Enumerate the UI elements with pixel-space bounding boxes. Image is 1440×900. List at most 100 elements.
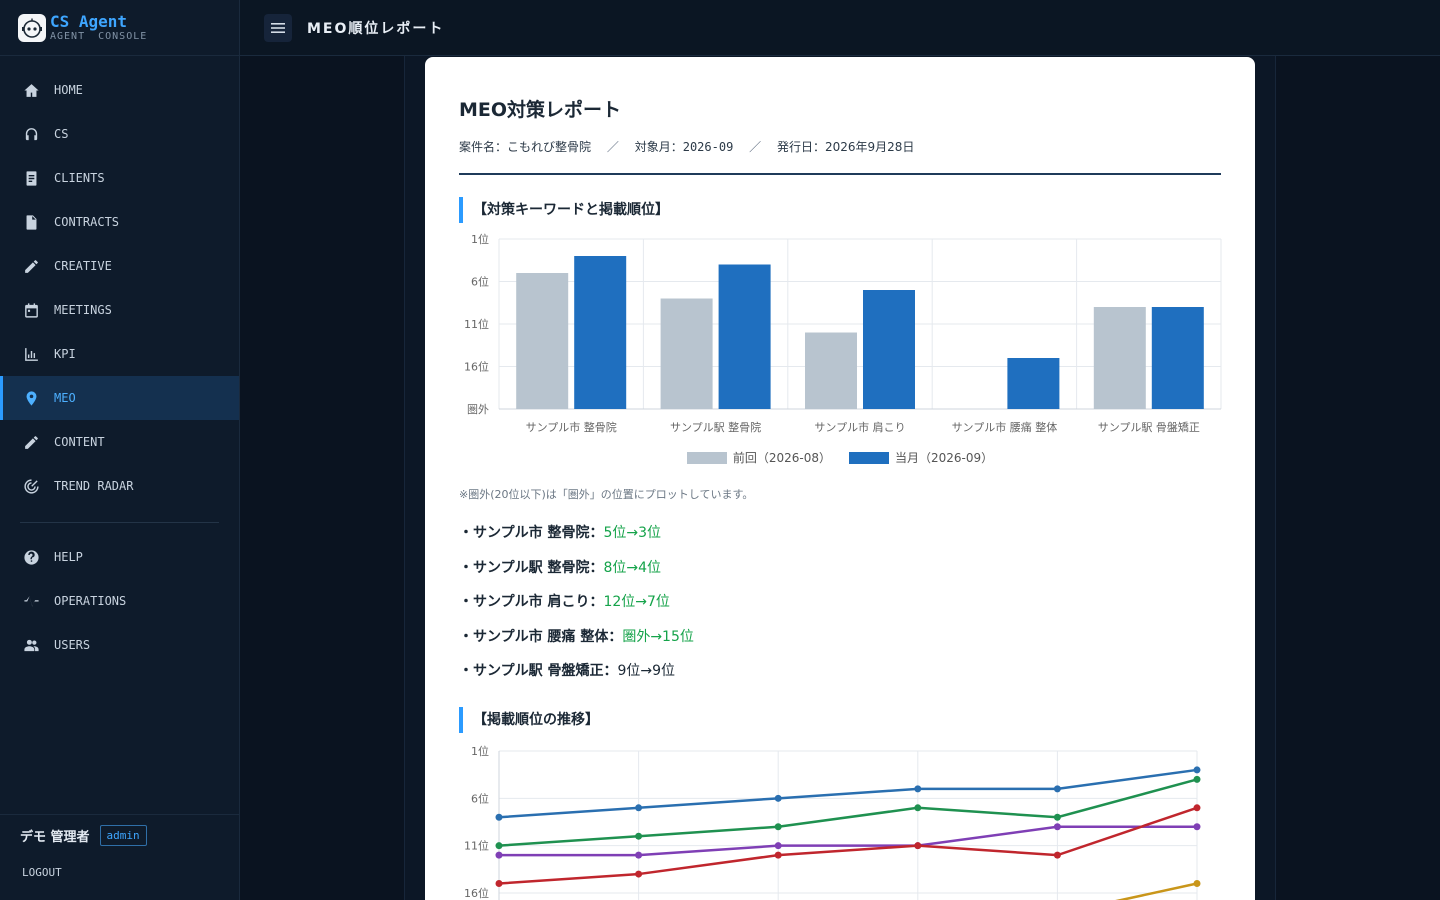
data-point — [774, 822, 782, 830]
x-tick-label: サンプル駅 整骨院 — [670, 420, 761, 434]
data-point — [914, 803, 922, 811]
keyword-name: ・サンプル市 整骨院： — [459, 525, 604, 541]
hamburger-icon — [271, 22, 285, 33]
sidebar-item-creative[interactable]: CREATIVE — [0, 244, 239, 288]
sidebar-item-clients[interactable]: CLIENTS — [0, 156, 239, 200]
bar-current — [574, 256, 627, 409]
bar-current — [863, 290, 915, 409]
top-header: MEO順位レポート — [240, 0, 1440, 56]
keyword-name: ・サンプル市 肩こり： — [459, 594, 604, 610]
legend-swatch — [849, 451, 889, 464]
legend-item-previous[interactable]: 前回（2026-08） — [686, 449, 831, 466]
brand-name: CS Agent — [50, 11, 128, 31]
y-tick-label: 6位 — [471, 275, 489, 289]
sidebar-item-users[interactable]: USERS — [0, 623, 239, 667]
sidebar-item-label: CONTENT — [54, 435, 105, 449]
section-heading-trend: 【掲載順位の推移】 — [459, 706, 1221, 733]
clipboard-icon — [22, 169, 40, 187]
data-point — [1193, 775, 1201, 783]
x-tick-label: サンプル市 肩こり — [814, 420, 905, 434]
brand[interactable]: CS Agent AGENT CONSOLE — [0, 0, 239, 56]
home-icon — [22, 81, 40, 99]
y-tick-label: 1位 — [471, 744, 489, 758]
issued-label: 発行日： — [776, 140, 825, 154]
data-point — [1053, 822, 1061, 830]
users-icon — [22, 636, 40, 654]
sidebar-item-kpi[interactable]: KPI — [0, 332, 239, 376]
data-point — [1193, 803, 1201, 811]
nav-divider — [20, 522, 219, 523]
data-point — [635, 870, 643, 878]
data-point — [914, 784, 922, 792]
sidebar-item-label: MEETINGS — [54, 303, 112, 317]
sidebar-item-meetings[interactable]: MEETINGS — [0, 288, 239, 332]
sidebar-item-label: TREND RADAR — [54, 479, 134, 493]
sidebar-item-label: CONTRACTS — [54, 215, 120, 229]
sidebar-item-help[interactable]: HELP — [0, 535, 239, 579]
keyword-name: ・サンプル市 腰痛 整体： — [459, 628, 623, 645]
client-label: 案件名： — [459, 140, 508, 154]
data-point — [635, 832, 643, 840]
user-name: デモ 管理者 — [20, 830, 90, 845]
keyword-item: ・サンプル市 肩こり：12位→7位 — [459, 585, 1221, 620]
sidebar-item-label: KPI — [54, 347, 76, 361]
bar-previous — [516, 273, 569, 409]
chart-legend: 前回（2026-08） 当月（2026-09） — [459, 449, 1221, 466]
series-line — [498, 806, 1198, 885]
pencil-icon — [22, 433, 40, 451]
rank-change: 圏外→15位 — [622, 628, 694, 645]
legend-label: 当月（2026-09） — [895, 451, 994, 465]
sidebar: CS Agent AGENT CONSOLE HOME CS CLIENTS C… — [0, 0, 240, 900]
report-title: MEO対策レポート — [459, 99, 622, 121]
sidebar-item-label: HELP — [54, 550, 83, 564]
issued-date: 2026年9月28日 — [824, 140, 915, 154]
data-point — [774, 851, 782, 859]
month-label: 対象月： — [634, 140, 683, 154]
data-point — [635, 803, 643, 811]
headset-icon — [22, 125, 40, 143]
sidebar-item-meo[interactable]: MEO — [0, 376, 239, 420]
data-point — [1193, 765, 1201, 773]
sidebar-item-label: HOME — [54, 83, 83, 97]
data-point — [635, 851, 643, 859]
meta-separator: ／ — [606, 140, 619, 154]
sidebar-item-contracts[interactable]: CONTRACTS — [0, 200, 239, 244]
data-point — [495, 841, 503, 849]
rank-change: 12位→7位 — [603, 594, 670, 610]
legend-item-current[interactable]: 当月（2026-09） — [849, 449, 993, 466]
role-badge: admin — [99, 825, 147, 846]
sidebar-item-home[interactable]: HOME — [0, 68, 239, 112]
sidebar-item-label: OPERATIONS — [54, 594, 127, 608]
sidebar-item-label: USERS — [54, 638, 91, 652]
data-point — [774, 794, 782, 802]
data-point — [495, 879, 503, 887]
x-tick-label: サンプル市 整骨院 — [526, 420, 617, 434]
client-name: こもれび整骨院 — [507, 140, 592, 154]
sidebar-item-content[interactable]: CONTENT — [0, 420, 239, 464]
robot-logo-icon — [18, 13, 46, 42]
series-line — [1112, 881, 1198, 900]
bar-chart-icon — [22, 345, 40, 363]
keyword-item: ・サンプル市 整骨院：5位→3位 — [459, 516, 1221, 551]
main-content: MEO対策レポート 案件名：こもれび整骨院 ／ 対象月：2026-09 ／ 発行… — [240, 56, 1440, 900]
logout-link[interactable]: LOGOUT — [22, 866, 62, 879]
y-tick-label: 圏外 — [467, 403, 489, 416]
sidebar-item-label: CLIENTS — [54, 171, 105, 185]
data-point — [495, 813, 503, 821]
keyword-name: ・サンプル駅 整骨院： — [459, 559, 604, 576]
ranking-trend-line-chart: 1位 6位 11位 16位 — [464, 744, 1201, 900]
keyword-name: ・サンプル駅 骨盤矯正： — [459, 663, 618, 679]
series-line — [498, 768, 1198, 819]
sidebar-item-cs[interactable]: CS — [0, 112, 239, 156]
document-icon — [22, 213, 40, 231]
user-info: デモ 管理者 admin — [0, 815, 239, 846]
sidebar-item-trend-radar[interactable]: TREND RADAR — [0, 464, 239, 508]
bar-previous — [1093, 307, 1146, 409]
y-tick-label: 1位 — [471, 232, 489, 246]
sidebar-item-operations[interactable]: OPERATIONS — [0, 579, 239, 623]
menu-toggle-button[interactable] — [264, 13, 292, 42]
bar-current — [718, 264, 771, 409]
report-card: MEO対策レポート 案件名：こもれび整骨院 ／ 対象月：2026-09 ／ 発行… — [425, 57, 1255, 900]
page-title: MEO順位レポート — [307, 20, 445, 37]
